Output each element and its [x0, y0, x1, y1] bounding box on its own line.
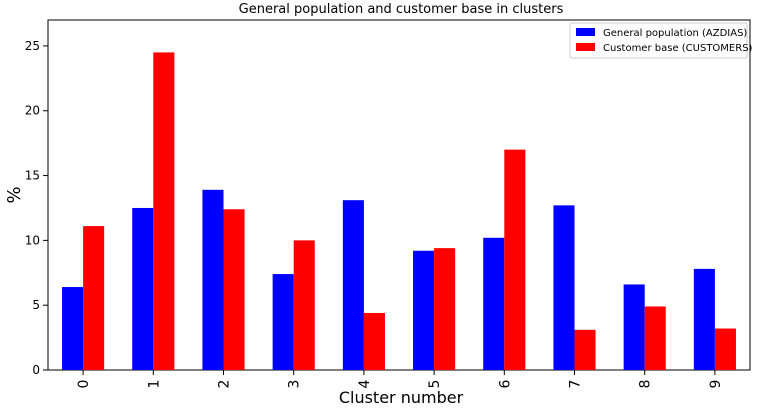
bar-customers-cluster-1: [153, 52, 175, 370]
bar-customers-cluster-9: [714, 328, 736, 370]
x-tick-label: 3: [287, 380, 303, 389]
y-tick-label: 10: [25, 233, 40, 247]
y-tick-label: 5: [32, 298, 40, 312]
bar-customers-cluster-6: [504, 149, 526, 370]
legend-swatch-customers: [576, 43, 595, 51]
bars-group: [62, 52, 736, 370]
y-axis-label: %: [4, 186, 25, 203]
x-tick-label: 1: [146, 380, 162, 389]
bar-customers-cluster-4: [363, 312, 385, 370]
y-axis: 0 5 10 15 20 25: [25, 39, 48, 377]
x-tick-label: 2: [217, 380, 233, 389]
bar-azdias-cluster-7: [553, 205, 575, 370]
bar-azdias-cluster-0: [62, 287, 84, 370]
plot-frame: [47, 19, 751, 371]
bar-azdias-cluster-8: [623, 284, 645, 370]
y-tick-label: 0: [32, 363, 40, 377]
x-tick-label: 7: [568, 380, 584, 389]
y-tick-label: 20: [25, 104, 40, 118]
bar-azdias-cluster-2: [202, 189, 224, 370]
bar-azdias-cluster-5: [413, 250, 435, 370]
x-axis: 0 1 2 3 4 5 6 7 8 9: [76, 370, 724, 388]
bar-azdias-cluster-4: [342, 200, 364, 370]
bar-customers-cluster-0: [83, 226, 105, 370]
bar-customers-cluster-2: [223, 209, 245, 370]
bar-azdias-cluster-1: [132, 207, 154, 370]
bar-customers-cluster-8: [644, 306, 666, 370]
bar-azdias-cluster-9: [693, 268, 715, 370]
x-tick-label: 8: [638, 380, 654, 389]
x-tick-label: 6: [497, 379, 513, 388]
bar-azdias-cluster-6: [483, 237, 505, 370]
legend-swatch-azdias: [576, 28, 595, 36]
legend-label-azdias: General population (AZDIAS): [603, 28, 747, 39]
legend-frame: [569, 22, 748, 59]
x-tick-label: 9: [708, 380, 724, 389]
x-tick-label: 0: [76, 380, 92, 389]
x-tick-label: 5: [427, 380, 443, 389]
y-tick-label: 15: [25, 169, 40, 183]
bar-azdias-cluster-3: [272, 274, 294, 370]
legend: General population (AZDIAS) Customer bas…: [569, 22, 753, 59]
y-tick-label: 25: [25, 39, 40, 53]
bar-customers-cluster-7: [574, 329, 596, 370]
x-tick-label: 4: [357, 379, 373, 388]
legend-label-customers: Customer base (CUSTOMERS): [603, 43, 753, 54]
chart-title: General population and customer base in …: [239, 2, 564, 17]
bar-customers-cluster-5: [434, 248, 456, 370]
x-axis-label: Cluster number: [339, 388, 464, 407]
bar-customers-cluster-3: [293, 240, 315, 370]
